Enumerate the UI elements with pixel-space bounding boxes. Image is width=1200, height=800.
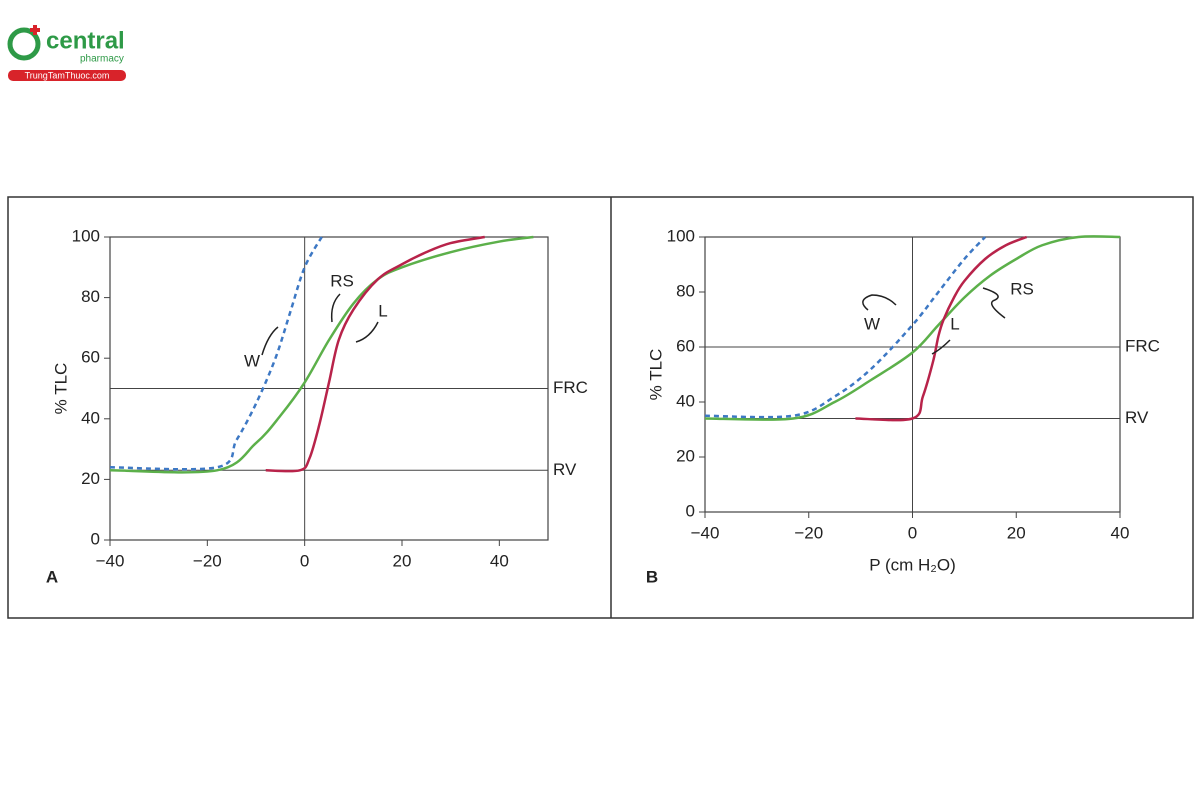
label-arrow — [862, 294, 897, 311]
label-arrow — [982, 287, 1006, 319]
reference-label: FRC — [553, 378, 588, 397]
x-tick-label: 0 — [300, 551, 309, 570]
x-tick-label: −20 — [794, 523, 823, 542]
curve — [855, 235, 1028, 422]
y-tick-label: 0 — [91, 529, 100, 548]
reference-label: FRC — [1125, 336, 1160, 355]
curve — [109, 236, 323, 471]
y-tick-label: 80 — [676, 281, 695, 300]
y-tick-label: 100 — [72, 226, 100, 245]
panel-letter: B — [646, 567, 658, 586]
x-tick-label: 20 — [393, 551, 412, 570]
y-axis-label: % TLC — [51, 363, 70, 415]
y-tick-label: 20 — [81, 469, 100, 488]
x-tick-label: −40 — [691, 523, 720, 542]
label-arrow — [931, 339, 951, 355]
logo: central pharmacy TrungTamThuoc.com — [7, 25, 126, 81]
logo-cross — [30, 25, 40, 35]
y-tick-label: 0 — [686, 501, 695, 520]
curve — [704, 235, 1121, 421]
y-tick-label: 60 — [81, 348, 100, 367]
label-arrow — [261, 326, 279, 356]
y-axis-label: % TLC — [646, 349, 665, 401]
curve — [265, 235, 485, 473]
logo-icon — [7, 27, 41, 61]
reference-label: RV — [1125, 408, 1149, 427]
y-tick-label: 80 — [81, 287, 100, 306]
logo-sub: pharmacy — [80, 54, 124, 65]
logo-name: central — [46, 27, 125, 54]
series-label: L — [950, 314, 959, 333]
y-tick-label: 20 — [676, 446, 695, 465]
y-tick-label: 40 — [676, 391, 695, 410]
x-tick-label: 40 — [490, 551, 509, 570]
series-label: RS — [330, 271, 354, 290]
reference-label: RV — [553, 460, 577, 479]
x-tick-label: −40 — [96, 551, 125, 570]
y-tick-label: 40 — [81, 408, 100, 427]
series-label: W — [864, 314, 880, 333]
series-label: RS — [1010, 279, 1034, 298]
x-tick-label: 20 — [1007, 523, 1026, 542]
curve — [109, 235, 534, 474]
x-tick-label: 40 — [1111, 523, 1130, 542]
x-tick-label: 0 — [908, 523, 917, 542]
panel-letter: A — [46, 567, 58, 586]
x-axis-label: P (cm H₂O) — [869, 555, 956, 574]
frame — [7, 196, 1194, 619]
series-label: W — [244, 351, 260, 370]
logo-bar — [8, 70, 126, 81]
y-tick-label: 100 — [667, 226, 695, 245]
y-tick-label: 60 — [676, 336, 695, 355]
logo-site: TrungTamThuoc.com — [25, 70, 110, 80]
x-tick-label: −20 — [193, 551, 222, 570]
label-arrow — [330, 293, 341, 323]
label-arrow — [355, 321, 379, 343]
curve — [704, 236, 987, 419]
series-label: L — [378, 301, 387, 320]
